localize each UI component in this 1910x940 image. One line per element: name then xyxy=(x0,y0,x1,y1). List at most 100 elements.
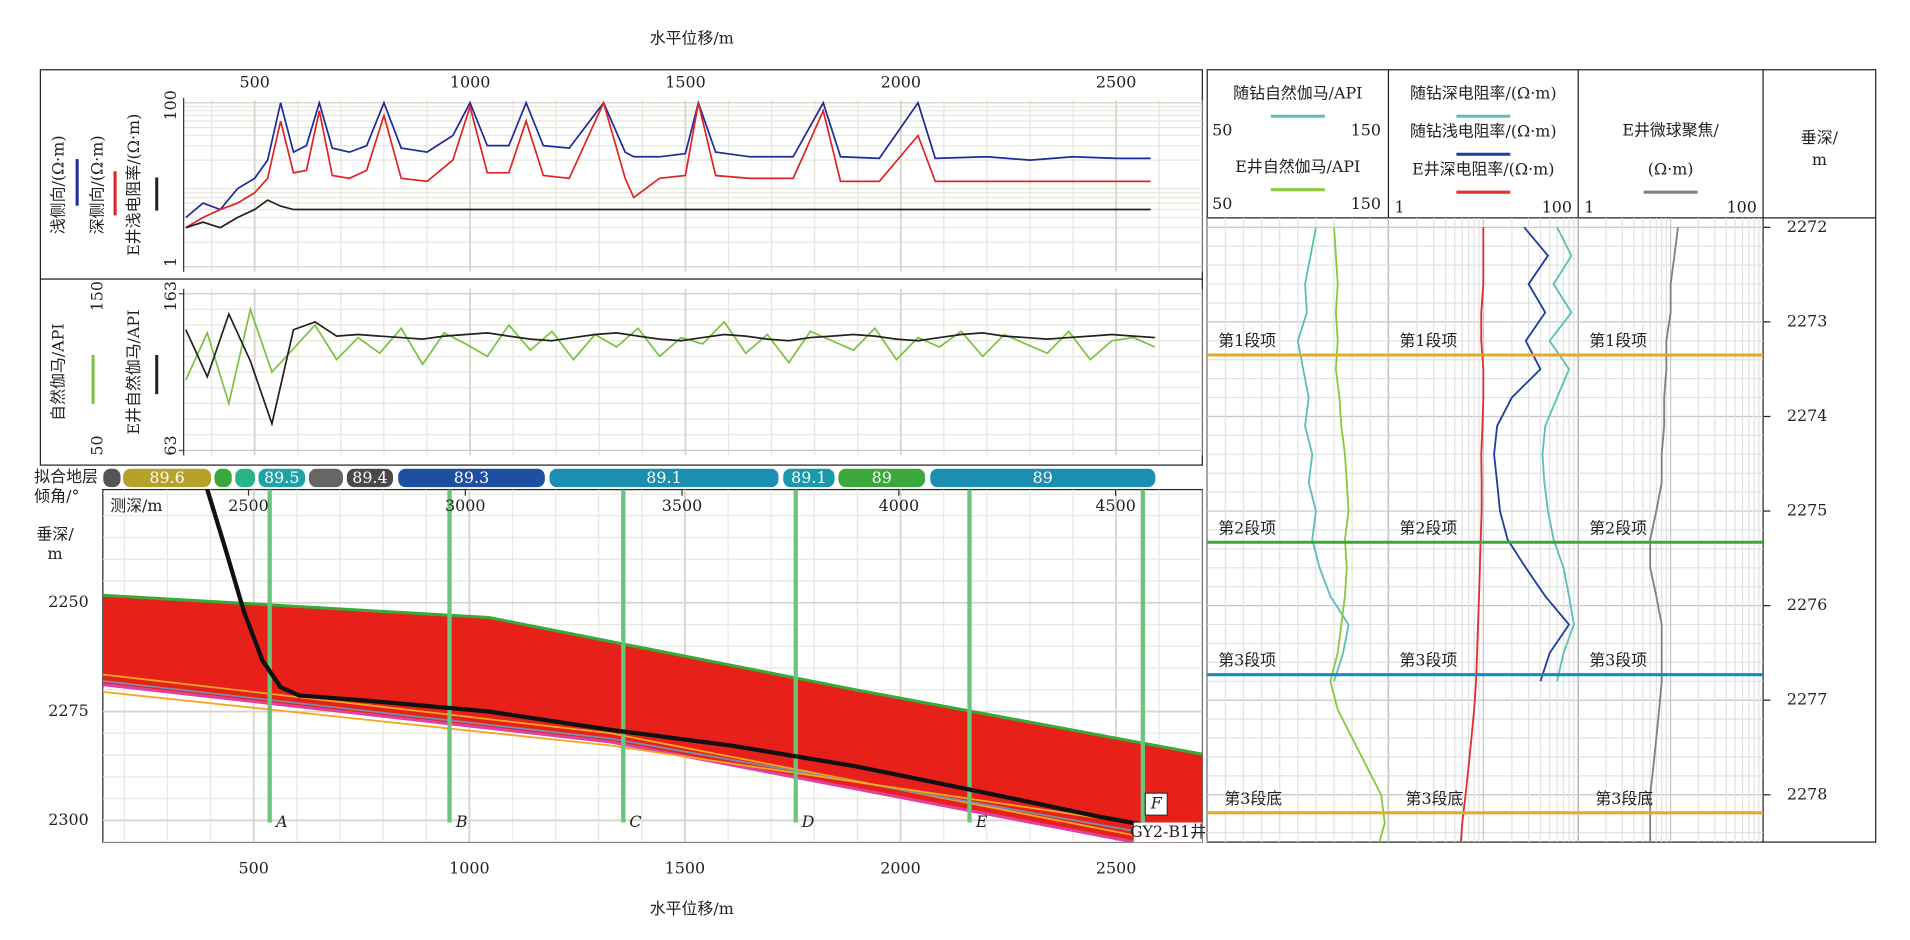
y2-tick-label: 163 xyxy=(161,281,180,311)
y-tick-label: 2278 xyxy=(1787,784,1827,803)
y-tick-label: 100 xyxy=(161,90,180,120)
y-tick-label: 1 xyxy=(161,257,180,267)
axis-title: 水平位移/m xyxy=(650,899,734,918)
y-tick-label: 2275 xyxy=(1787,501,1827,520)
dip-label: 89.4 xyxy=(352,468,387,487)
scale-label: 150 xyxy=(1351,194,1381,213)
series-line xyxy=(185,100,1151,229)
marker-box xyxy=(1144,792,1168,816)
axis-title: 测深/m xyxy=(110,496,162,515)
curve-name: E井深电阻率/(Ω·m) xyxy=(1412,160,1554,179)
x-tick-label: 1500 xyxy=(665,859,705,878)
curve-name: 随钻深电阻率/(Ω·m) xyxy=(1410,84,1557,103)
marker-label: C xyxy=(629,812,641,831)
zone-label: 第3段项 xyxy=(1589,651,1647,670)
marker-label: A xyxy=(274,812,288,831)
curve-name: (Ω·m) xyxy=(1648,160,1694,179)
axis-title: 水平位移/m xyxy=(650,29,734,48)
x-tick-label: 500 xyxy=(240,73,270,92)
x2-tick-label: 4000 xyxy=(879,496,919,515)
dip-label: 89.1 xyxy=(646,468,681,487)
y-tick-label: 50 xyxy=(87,435,106,455)
zone-label: 第2段项 xyxy=(1589,518,1647,537)
well-name-bg xyxy=(1133,822,1203,843)
zone-label: 第3段底 xyxy=(1406,789,1464,808)
x2-tick-label: 3000 xyxy=(445,496,485,515)
dip-segment xyxy=(838,468,926,488)
zone-label: 第2段项 xyxy=(1399,518,1457,537)
y-tick-label: 2274 xyxy=(1787,406,1827,425)
scale-label: 1 xyxy=(1584,198,1594,217)
legend-label: 浅侧向/(Ω·m) xyxy=(48,135,67,234)
panel-frame xyxy=(39,69,1203,280)
log-curve xyxy=(1541,226,1575,682)
dip-segment xyxy=(258,468,306,488)
y-tick-label: 2275 xyxy=(48,701,88,720)
dip-segment xyxy=(123,468,212,488)
dip-segment xyxy=(214,468,232,488)
x-tick-label: 500 xyxy=(239,859,269,878)
zone-label: 第1段项 xyxy=(1589,331,1647,350)
panel-frame xyxy=(1206,69,1877,843)
well-name: GY2-B1井 xyxy=(1130,822,1206,841)
series-line xyxy=(185,306,1156,407)
y2-tick-label: 63 xyxy=(161,435,180,455)
dip-segment xyxy=(930,468,1156,488)
scale-label: 150 xyxy=(1351,120,1381,139)
series-line xyxy=(185,311,1155,427)
legend-label: 深侧向/(Ω·m) xyxy=(87,135,106,234)
dip-segment xyxy=(235,468,256,488)
scale-label: 50 xyxy=(1212,194,1232,213)
dip-label: 89.6 xyxy=(149,468,184,487)
zone-label: 第2段项 xyxy=(1218,518,1276,537)
formation-boundary xyxy=(102,683,1143,843)
x-tick-label: 1000 xyxy=(449,859,489,878)
log-curve xyxy=(1329,227,1386,843)
log-curve xyxy=(1459,227,1485,843)
dip-label: 89.5 xyxy=(264,468,299,487)
scale-label: 100 xyxy=(1542,198,1572,217)
series-line xyxy=(185,199,1151,229)
x-tick-label: 2500 xyxy=(1096,859,1136,878)
zone-label: 第1段项 xyxy=(1399,331,1457,350)
layer-line xyxy=(102,690,1203,835)
dip-segment xyxy=(398,468,545,488)
group xyxy=(1207,217,1764,843)
x2-tick-label: 2500 xyxy=(228,496,268,515)
dip-segment xyxy=(549,468,779,488)
zone-label: 第1段项 xyxy=(1218,331,1276,350)
band-label: 拟合地层 xyxy=(34,467,98,486)
x-tick-label: 1000 xyxy=(450,73,490,92)
x-tick-label: 2000 xyxy=(881,73,921,92)
log-curve xyxy=(1296,227,1350,682)
dip-segment xyxy=(346,468,394,488)
marker-label: B xyxy=(455,812,468,831)
axis-title: 垂深/ xyxy=(37,524,75,543)
y-tick-label: 2250 xyxy=(48,592,88,611)
dip-label: 89 xyxy=(1033,468,1053,487)
dip-segment xyxy=(308,468,344,488)
zone-label: 第3段项 xyxy=(1399,651,1457,670)
y-tick-label: 2273 xyxy=(1787,311,1827,330)
marker-label: D xyxy=(801,812,815,831)
group xyxy=(183,288,1203,456)
series-line xyxy=(185,100,1151,219)
y-tick-label: 150 xyxy=(87,281,106,311)
zone-label: 第3段底 xyxy=(1595,789,1653,808)
axis-title: m xyxy=(48,544,63,563)
log-curve xyxy=(1493,226,1571,682)
zone-label: 第3段底 xyxy=(1224,789,1282,808)
group xyxy=(102,489,1203,843)
x-tick-label: 2000 xyxy=(880,859,920,878)
dip-label: 89.1 xyxy=(791,468,826,487)
band-label: 倾角/° xyxy=(34,486,79,505)
y-tick-label: 2277 xyxy=(1787,690,1827,709)
x-tick-label: 2500 xyxy=(1096,73,1136,92)
zone-label: 第3段项 xyxy=(1218,651,1276,670)
layer-line xyxy=(102,673,1174,843)
dip-segment xyxy=(103,468,121,488)
x2-tick-label: 4500 xyxy=(1095,496,1135,515)
axis-title: m xyxy=(1812,150,1827,169)
